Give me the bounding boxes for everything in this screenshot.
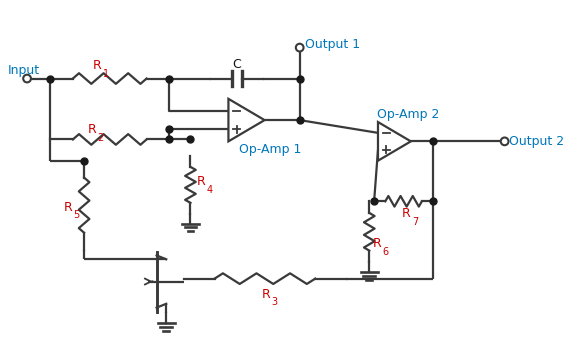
Text: Input: Input bbox=[8, 64, 40, 77]
Text: R: R bbox=[373, 237, 382, 251]
Text: 5: 5 bbox=[73, 210, 80, 220]
Text: Op-Amp 2: Op-Amp 2 bbox=[377, 108, 439, 121]
Text: R: R bbox=[93, 59, 101, 72]
Text: R: R bbox=[88, 123, 97, 136]
Text: 7: 7 bbox=[412, 217, 418, 227]
Text: 1: 1 bbox=[102, 69, 109, 79]
Text: 3: 3 bbox=[272, 297, 278, 307]
Text: Op-Amp 1: Op-Amp 1 bbox=[239, 143, 301, 156]
Text: 2: 2 bbox=[98, 132, 104, 143]
Text: R: R bbox=[262, 287, 271, 300]
Text: 4: 4 bbox=[207, 185, 213, 195]
Text: Output 1: Output 1 bbox=[304, 38, 360, 51]
Text: R: R bbox=[197, 176, 206, 189]
Text: 6: 6 bbox=[383, 247, 389, 257]
Text: R: R bbox=[402, 207, 411, 220]
Text: C: C bbox=[232, 58, 241, 71]
Text: R: R bbox=[63, 201, 73, 214]
Text: Output 2: Output 2 bbox=[510, 135, 565, 148]
